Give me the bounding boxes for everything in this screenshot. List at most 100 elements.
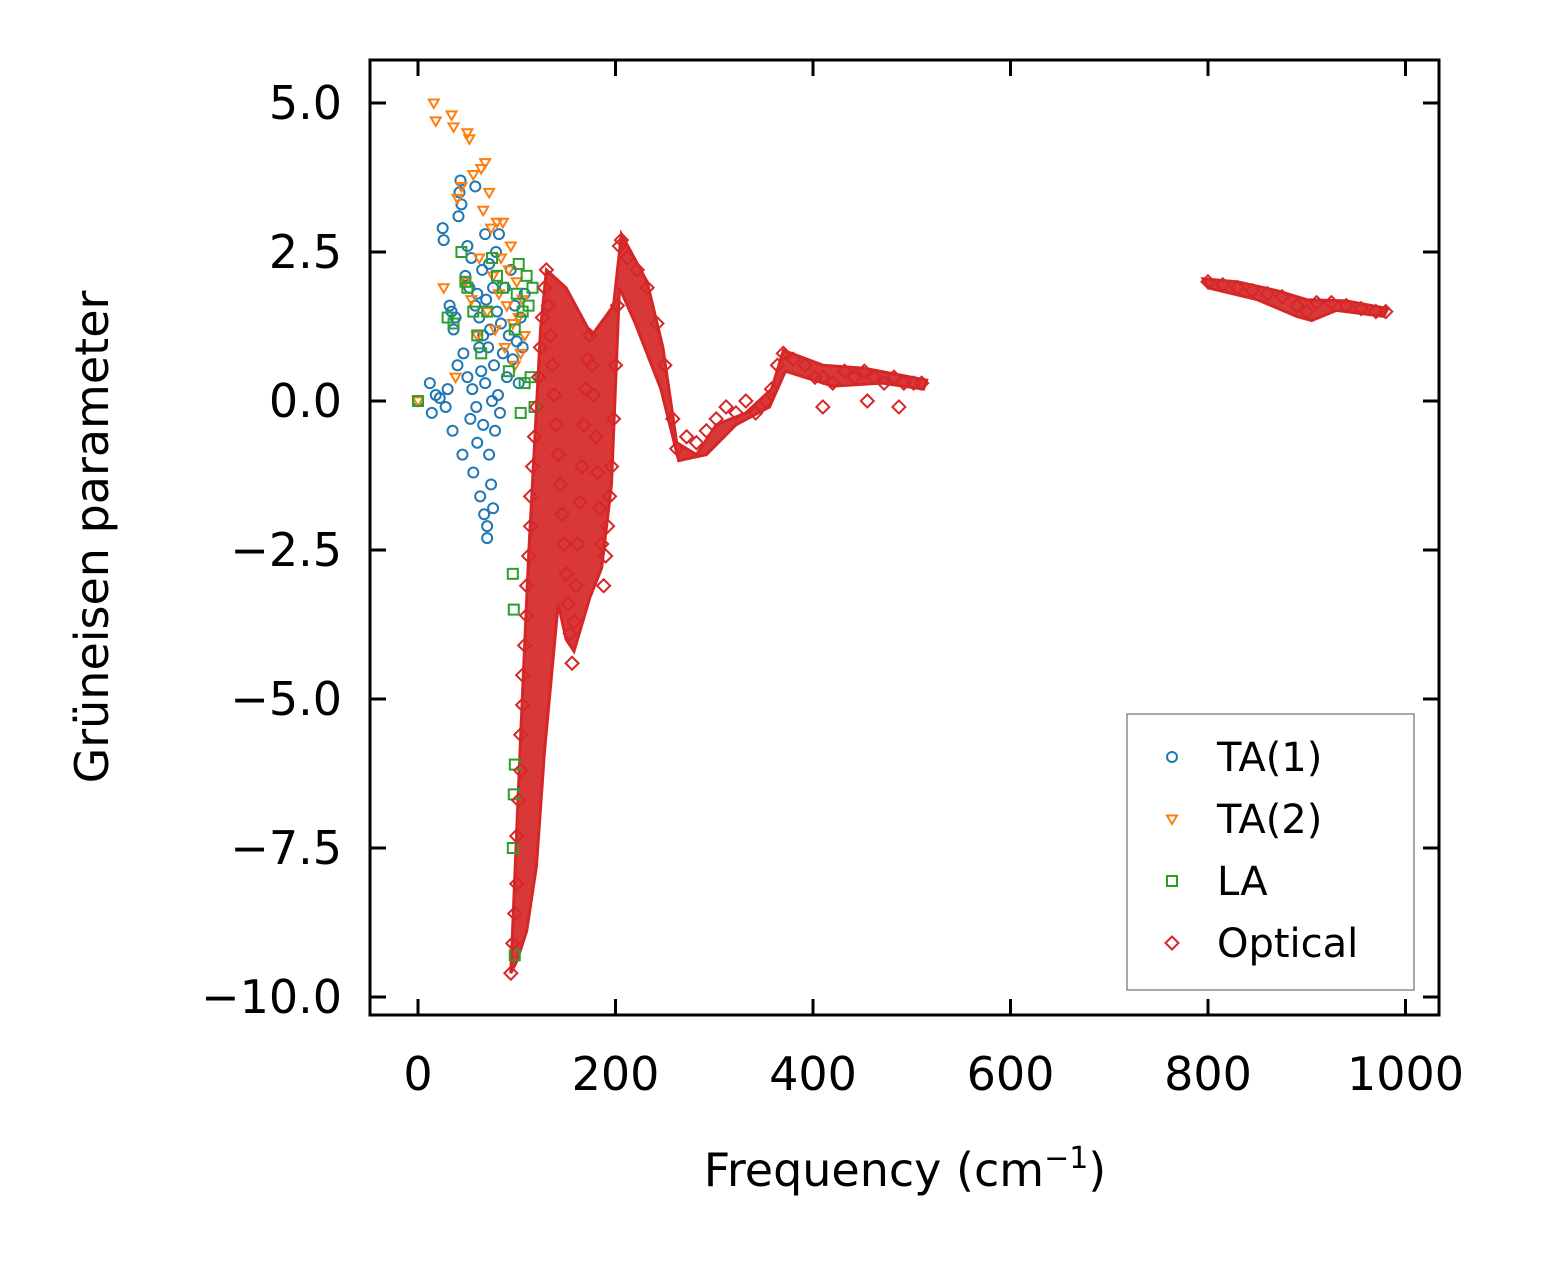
data-point <box>481 305 494 318</box>
data-point <box>484 223 498 236</box>
data-point <box>522 488 539 505</box>
data-point <box>785 351 802 368</box>
data-point <box>474 490 487 503</box>
data-point <box>609 297 626 314</box>
series-ta-1- <box>412 174 531 545</box>
data-point <box>601 488 618 505</box>
data-point <box>494 253 508 265</box>
data-point <box>504 935 521 952</box>
data-point <box>488 324 502 337</box>
optical-band-0 <box>509 229 929 974</box>
data-point <box>554 506 571 523</box>
data-point <box>639 279 656 296</box>
data-point <box>556 536 573 552</box>
data-point <box>856 363 873 380</box>
plot-frame <box>368 58 1441 1017</box>
data-point <box>483 448 496 461</box>
data-point <box>846 369 863 386</box>
data-point <box>1229 279 1246 296</box>
data-point <box>664 410 681 427</box>
data-point <box>769 357 786 374</box>
series-optical <box>502 232 1394 982</box>
legend-label: TA(1) <box>1216 735 1322 781</box>
data-point <box>443 299 456 312</box>
y-axis-label: Grüneisen parameter <box>65 290 119 783</box>
data-point <box>524 371 537 384</box>
x-tick-label: 800 <box>1164 1047 1252 1101</box>
data-point <box>587 428 604 445</box>
data-point <box>520 269 533 282</box>
data-point <box>1259 285 1276 302</box>
data-point <box>524 458 541 475</box>
data-point <box>487 281 500 294</box>
legend-label: TA(2) <box>1216 797 1322 843</box>
data-point <box>737 393 754 409</box>
data-point <box>1308 294 1325 311</box>
legend-label: LA <box>1217 859 1268 905</box>
data-point <box>510 792 527 809</box>
data-point <box>538 261 555 278</box>
data-point <box>718 399 735 415</box>
data-point <box>485 478 498 491</box>
data-point <box>546 387 563 403</box>
data-point <box>467 466 480 479</box>
data-point <box>518 577 535 594</box>
data-point <box>498 342 512 355</box>
data-point <box>520 548 537 564</box>
data-point <box>479 228 492 241</box>
data-point <box>489 424 502 437</box>
data-point <box>593 536 610 552</box>
data-point <box>570 536 586 552</box>
data-point <box>476 263 489 276</box>
data-point <box>472 253 486 265</box>
data-point <box>698 422 715 439</box>
data-point <box>427 98 441 110</box>
legend-marker <box>1166 875 1178 887</box>
data-point <box>510 287 523 300</box>
data-point <box>486 395 499 407</box>
data-point <box>508 323 521 336</box>
data-point <box>595 577 612 594</box>
data-point <box>446 122 461 134</box>
x-tick-label: 400 <box>769 1047 857 1101</box>
data-point <box>488 359 501 372</box>
data-point <box>512 762 529 779</box>
data-point <box>437 234 450 247</box>
data-point <box>461 371 474 384</box>
legend-marker <box>1164 935 1180 951</box>
legend: TA(1) TA(2) LA Optical <box>1126 713 1415 991</box>
data-point <box>1244 282 1261 299</box>
data-point <box>510 277 524 289</box>
data-point <box>470 330 484 343</box>
x-tick-label: 600 <box>967 1047 1055 1101</box>
data-point <box>455 198 468 211</box>
data-point <box>491 305 503 318</box>
data-point <box>575 416 592 433</box>
data-point <box>516 637 533 654</box>
data-point <box>1298 303 1315 320</box>
data-point <box>412 395 424 407</box>
data-point <box>466 170 481 182</box>
data-point <box>474 164 488 176</box>
data-point <box>467 305 480 318</box>
data-point <box>460 128 475 140</box>
data-point <box>581 327 598 344</box>
data-point <box>457 347 470 360</box>
data-point <box>532 339 549 356</box>
data-point <box>492 228 505 241</box>
data-point <box>447 317 460 330</box>
data-point <box>886 369 902 386</box>
legend-marker <box>1165 814 1179 826</box>
data-point <box>522 299 535 312</box>
data-point <box>1288 297 1305 314</box>
data-point <box>1214 276 1231 293</box>
legend-marker <box>1166 751 1178 763</box>
data-point <box>454 174 467 187</box>
data-point <box>514 667 531 684</box>
data-point <box>506 353 519 366</box>
data-point <box>464 295 479 307</box>
data-point <box>514 697 531 713</box>
data-point <box>462 134 477 146</box>
data-point <box>486 251 499 264</box>
data-point <box>436 283 451 295</box>
